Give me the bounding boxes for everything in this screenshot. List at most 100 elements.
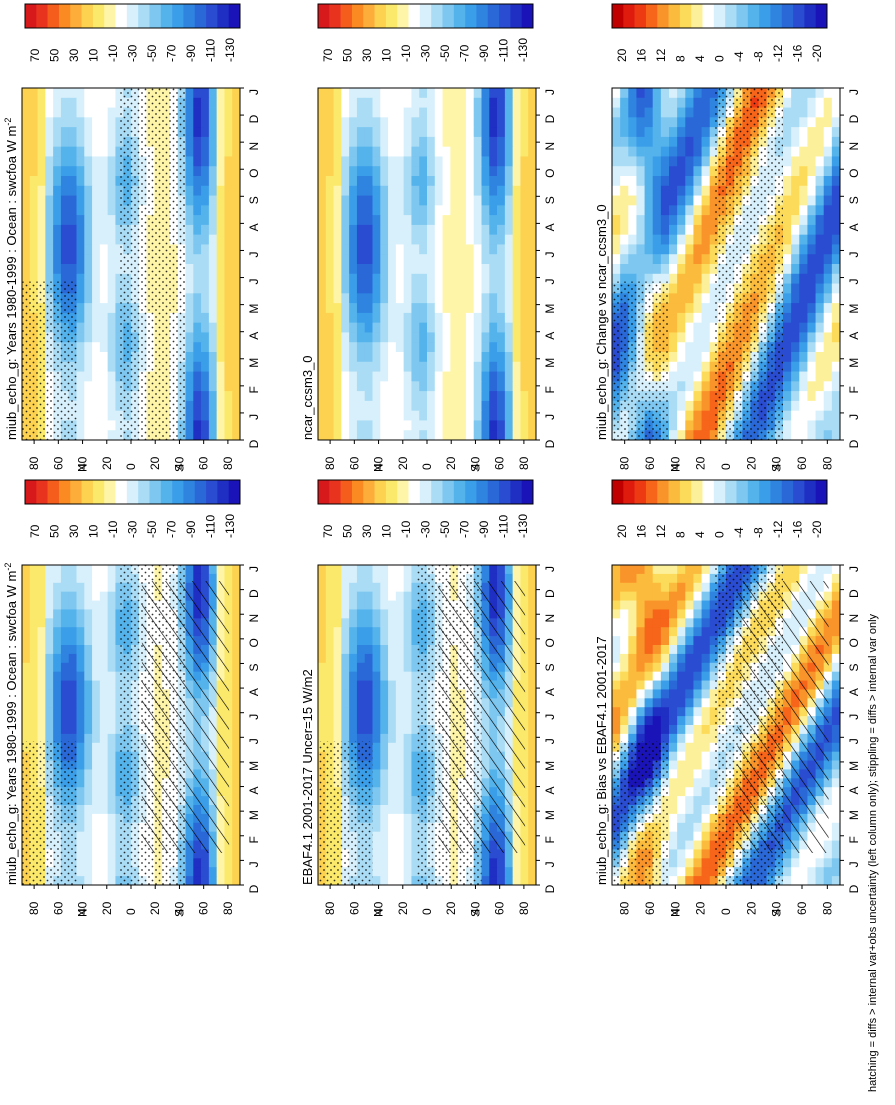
heatmap-cell [442,420,451,431]
heatmap-cell [660,716,670,726]
heatmap-cell [395,716,405,726]
heatmap-cell [669,742,678,753]
heatmap-cell [388,293,397,304]
heatmap-cell [403,97,412,108]
heatmap-cell [465,156,475,167]
heatmap-cell [831,680,841,690]
heatmap-cell [481,146,490,157]
heatmap-cell [380,867,389,877]
heatmap-cell [831,573,841,584]
heatmap-cell [504,352,514,363]
heatmap-cell [473,264,482,275]
heatmap-cell [528,146,537,157]
heatmap-cell [395,254,405,265]
heatmap-cell [481,127,490,138]
heatmap-cell [341,420,350,431]
heatmap-cell [636,582,645,593]
heatmap-cell [107,185,116,196]
heatmap-cell [481,410,490,421]
heatmap-cell [208,849,218,859]
heatmap-cell [325,185,334,196]
heatmap-cell [76,205,85,216]
heatmap-cell [99,195,109,206]
heatmap-cell [29,662,38,673]
heatmap-cell [403,840,412,850]
heatmap-cell [709,653,719,664]
heatmap-cell [512,176,521,187]
heatmap-cell [372,391,381,402]
heatmap-cell [403,234,412,245]
heatmap-cell [504,264,514,275]
heatmap-cell [341,117,350,128]
heatmap-cell [224,400,233,412]
heatmap-cell [107,322,116,333]
heatmap-cell [660,600,670,610]
lat-tick-label: 20 [396,456,410,470]
heatmap-cell [115,224,124,236]
heatmap-cell [76,849,85,859]
heatmap-cell [427,420,436,431]
heatmap-cell [497,156,506,167]
heatmap-cell [473,293,482,304]
heatmap-cell [53,609,62,619]
heatmap-cell [68,205,77,216]
heatmap-cell [356,618,366,628]
heatmap-cell [388,342,397,353]
heatmap-cell [442,381,451,392]
heatmap-cell [395,195,405,206]
heatmap-cell [193,215,202,226]
heatmap-cell [489,381,498,392]
heatmap-cell [185,876,194,886]
heatmap-cell [318,88,327,99]
heatmap-cell [411,653,420,664]
heatmap-cell [193,107,202,118]
colorbar-swatch [206,4,218,28]
heatmap-cell [458,352,467,363]
heatmap-cell [216,156,225,167]
colorbar-swatch [385,4,398,28]
heatmap-cell [388,627,397,637]
colorbar-label: 10 [380,524,394,538]
heatmap-cell [372,381,381,392]
heatmap-cell [76,303,85,314]
heatmap-cell [37,195,46,206]
heatmap-cell [380,876,389,886]
lat-tick-label: 60 [197,901,211,915]
heatmap-cell [660,707,670,717]
heatmap-cell [620,653,629,664]
heatmap-cell [528,822,537,833]
heatmap-cell [325,117,334,128]
heatmap-cell [37,618,46,628]
heatmap-cell [232,822,241,833]
heatmap-cell [185,293,194,304]
heatmap-cell [92,645,101,655]
heatmap-cell [465,224,475,236]
heatmap-cell [107,234,116,245]
heatmap-cell [364,381,373,392]
heatmap-cell [528,420,537,431]
colorbar-label: -110 [497,39,511,62]
heatmap-cell [208,430,218,441]
heatmap-cell [60,627,70,637]
heatmap-cell [403,662,412,673]
heatmap-cell [318,410,327,421]
heatmap-cell [99,867,109,877]
heatmap-cell [325,264,334,275]
heatmap-cell [92,787,101,797]
heatmap-cell [356,254,366,265]
heatmap-cell [76,609,85,619]
heatmap-cell [395,166,405,177]
heatmap-cell [628,680,637,690]
heatmap-cell [325,410,334,421]
heatmap-cell [84,136,93,148]
heatmap-cell [92,867,101,877]
heatmap-cell [29,680,38,690]
heatmap-cell [29,653,38,664]
heatmap-cell [403,831,412,841]
heatmap-cell [364,332,373,343]
colorbar-swatch [476,4,489,28]
heatmap-cell [612,707,621,717]
heatmap-cell [628,645,637,655]
heatmap-cell [489,420,498,431]
heatmap-cell [318,645,327,655]
